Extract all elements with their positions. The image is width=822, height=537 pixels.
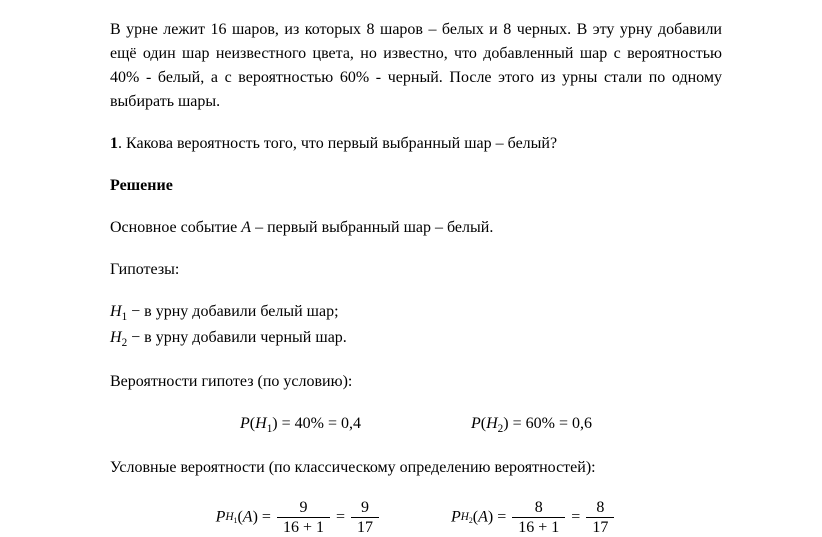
p-symbol: P — [216, 509, 226, 526]
hypotheses-label: Гипотезы: — [110, 258, 722, 282]
fraction-1: 916 + 1 — [277, 498, 330, 537]
h1-var: H — [110, 303, 122, 320]
main-event-suffix: – первый выбранный шар – белый. — [251, 219, 493, 236]
frac-num: 8 — [512, 498, 565, 518]
frac-num: 8 — [586, 498, 614, 518]
question-number: 1 — [110, 135, 118, 152]
h2-var: H — [110, 329, 122, 346]
equals: = — [493, 509, 510, 526]
p-symbol: P — [451, 509, 461, 526]
formula-p-h2: P(H2) = 60% = 0,6 — [471, 412, 592, 438]
prior-prob-label: Вероятности гипотез (по условию): — [110, 370, 722, 394]
fraction-1b: 917 — [351, 498, 379, 537]
h2-text: − в урну добавили черный шар. — [127, 329, 347, 346]
hypothesis-1: H1 − в урну добавили белый шар; — [110, 300, 722, 326]
equals: = — [567, 509, 584, 526]
equals: = — [509, 415, 526, 432]
question-1: 1. Какова вероятность того, что первый в… — [110, 132, 722, 156]
main-event-prefix: Основное событие — [110, 219, 241, 236]
intro-paragraph: В урне лежит 16 шаров, из которых 8 шаро… — [110, 18, 722, 114]
h1-text: − в урну добавили белый шар; — [127, 303, 338, 320]
p-symbol: P — [471, 415, 481, 432]
a-var: A — [243, 509, 253, 526]
prior-prob-formulas: P(H1) = 40% = 0,4 P(H2) = 60% = 0,6 — [110, 412, 722, 438]
fraction-2: 816 + 1 — [512, 498, 565, 537]
a-var: A — [478, 509, 488, 526]
cond-prob-formulas: PH1(A) = 916 + 1 = 917 PH2(A) = 816 + 1 … — [110, 498, 722, 537]
hypotheses-block: H1 − в урну добавили белый шар; H2 − в у… — [110, 300, 722, 352]
h-var: H — [461, 511, 469, 523]
cond-prob-label: Условные вероятности (по классическому о… — [110, 456, 722, 480]
main-event-var: A — [241, 219, 251, 236]
h-var: H — [225, 511, 233, 523]
p-symbol: P — [240, 415, 250, 432]
formula-cond-h2: PH2(A) = 816 + 1 = 817 — [451, 498, 616, 537]
formula-cond-h1: PH1(A) = 916 + 1 = 917 — [216, 498, 381, 537]
frac-den: 16 + 1 — [277, 518, 330, 537]
p-h2-value: 60% = 0,6 — [526, 415, 592, 432]
formula-p-h1: P(H1) = 40% = 0,4 — [240, 412, 361, 438]
frac-den: 17 — [586, 518, 614, 537]
h-var: H — [486, 415, 498, 432]
equals: = — [332, 509, 349, 526]
frac-den: 17 — [351, 518, 379, 537]
hypothesis-2: H2 − в урну добавили черный шар. — [110, 326, 722, 352]
fraction-2b: 817 — [586, 498, 614, 537]
frac-num: 9 — [277, 498, 330, 518]
equals: = — [258, 509, 275, 526]
main-event-line: Основное событие A – первый выбранный ша… — [110, 216, 722, 240]
p-h1-value: 40% = 0,4 — [295, 415, 361, 432]
question-text: . Какова вероятность того, что первый вы… — [118, 135, 557, 152]
solution-heading: Решение — [110, 174, 722, 198]
equals: = — [278, 415, 295, 432]
frac-num: 9 — [351, 498, 379, 518]
h-var: H — [255, 415, 267, 432]
frac-den: 16 + 1 — [512, 518, 565, 537]
